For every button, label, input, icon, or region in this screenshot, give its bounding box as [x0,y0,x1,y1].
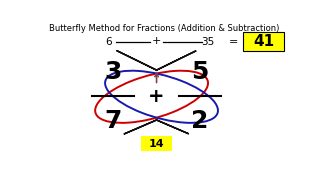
Text: 14: 14 [149,139,164,148]
Text: 5: 5 [191,60,209,84]
FancyBboxPatch shape [243,32,284,51]
Text: 41: 41 [253,34,274,49]
Text: +: + [152,36,161,46]
Text: +: + [148,87,165,106]
FancyBboxPatch shape [141,136,172,151]
Text: 2: 2 [191,109,209,133]
Text: 35: 35 [201,37,214,47]
Text: Butterfly Method for Fractions (Addition & Subtraction): Butterfly Method for Fractions (Addition… [49,24,279,33]
Text: 3: 3 [104,60,122,84]
Text: 7: 7 [104,109,122,133]
Text: =: = [229,37,238,47]
Text: 6: 6 [105,37,111,47]
